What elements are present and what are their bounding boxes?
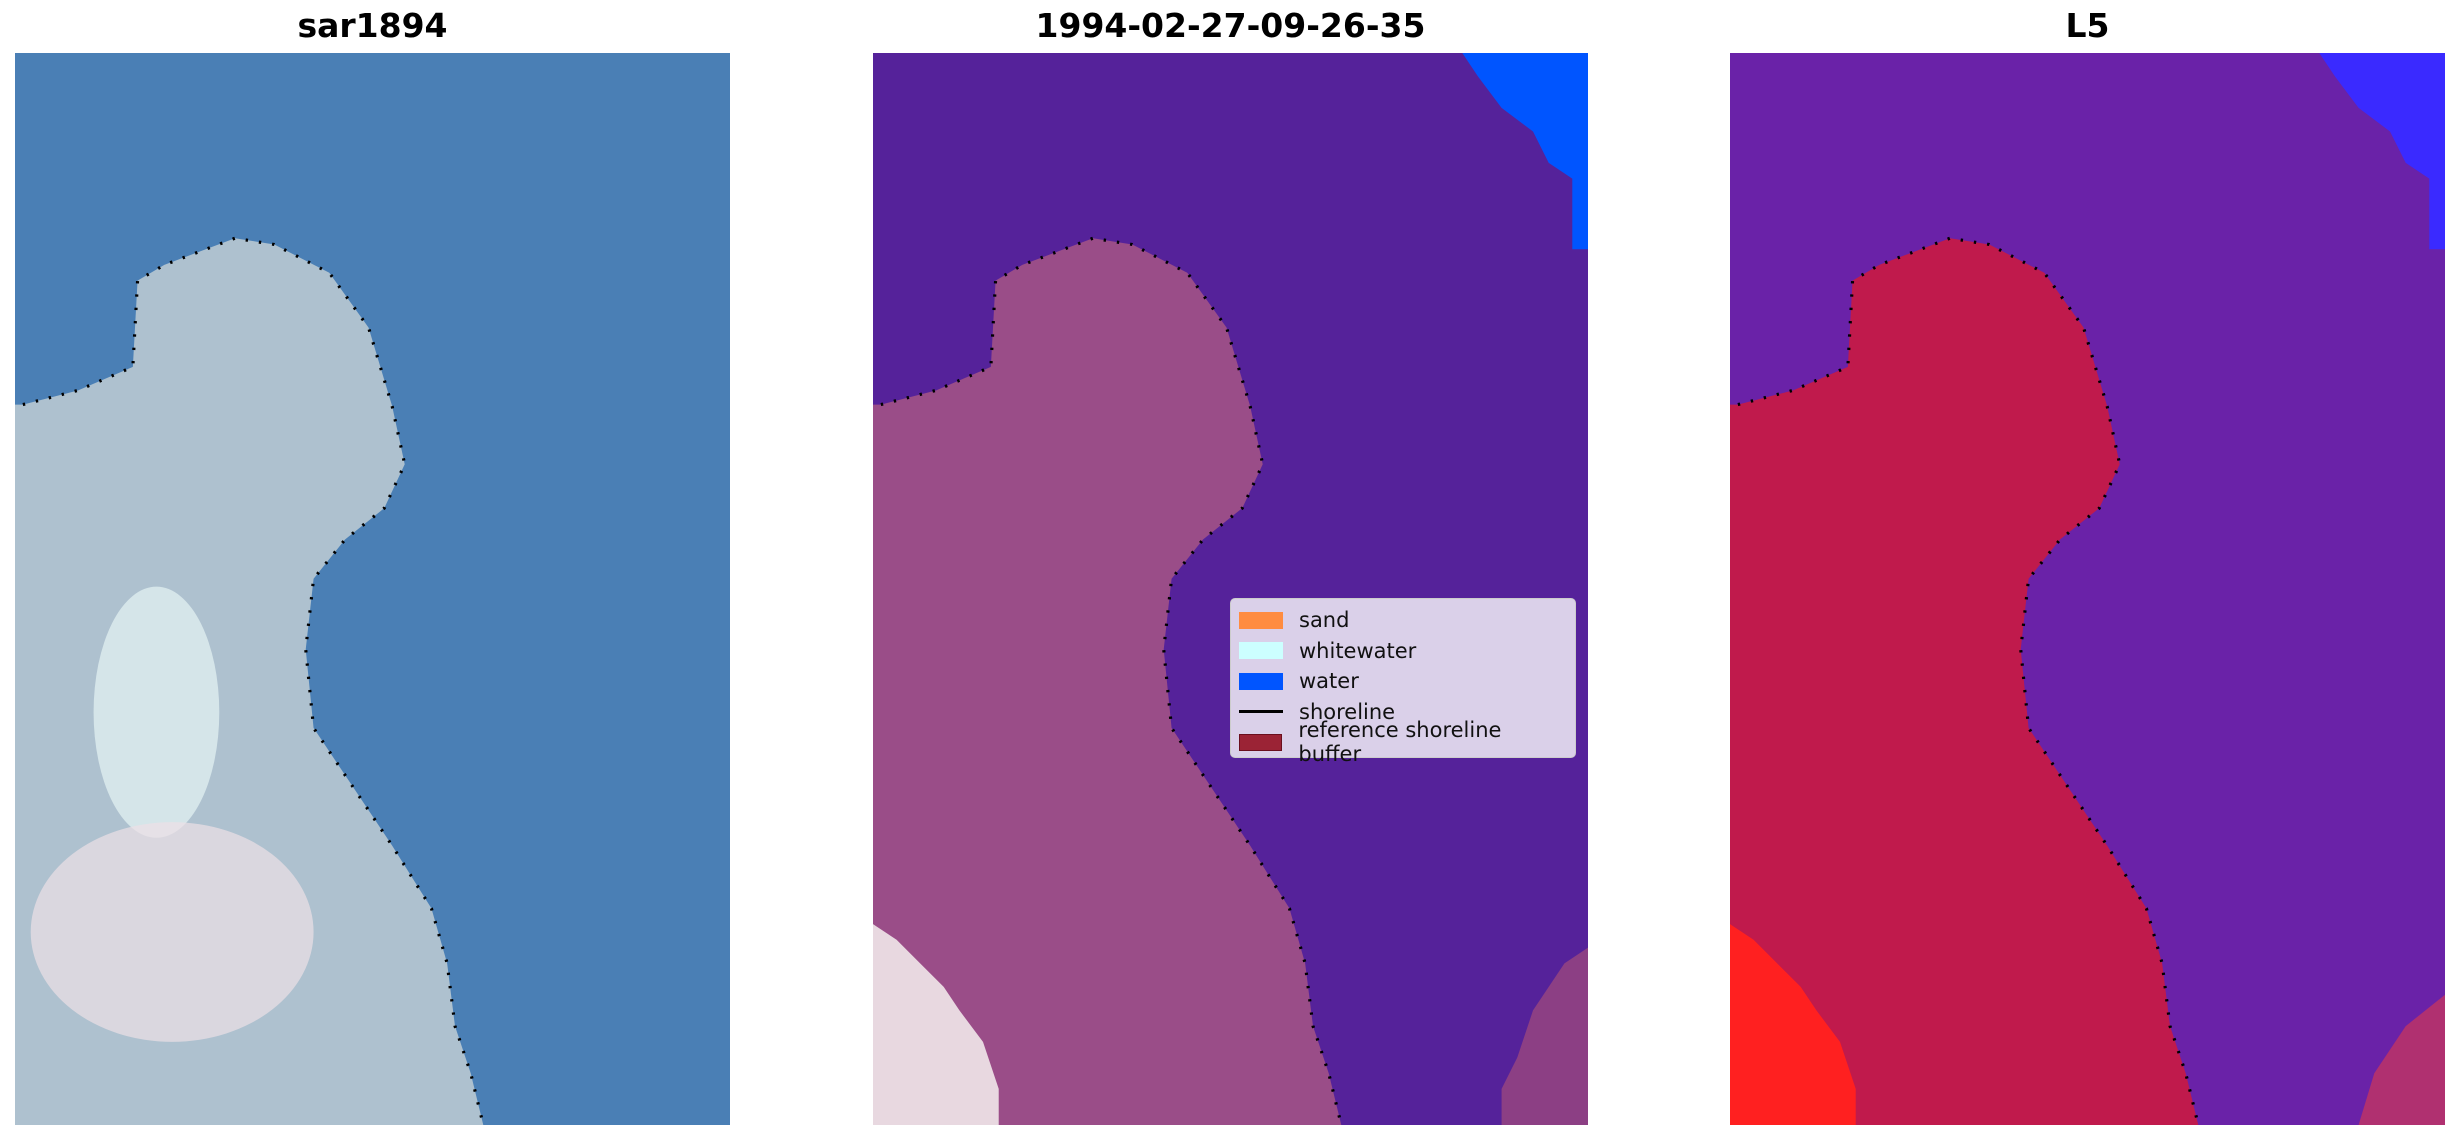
legend-label: reference shoreline buffer [1298,718,1502,767]
shoreline-path [1737,236,2200,1125]
legend-label: water [1299,669,1359,694]
shoreline-line-swatch [1239,710,1283,714]
whitewater-swatch [1239,642,1283,660]
shoreline-path [880,236,1343,1125]
sand-swatch [1239,611,1283,629]
buffer-swatch [1239,733,1283,751]
land-region [873,238,1342,1125]
water-swatch [1239,672,1283,690]
panel-title-2: 1994-02-27-09-26-35 [1035,6,1426,45]
sar-image-panel [15,53,730,1125]
legend-label: shoreline [1299,699,1396,724]
classified-image-panel [873,53,1588,1125]
legend-label: sand [1299,608,1350,633]
legend-item-water: water [1239,666,1567,697]
legend-item-whitewater: whitewater [1239,636,1567,667]
shoreline-path [22,236,485,1125]
legend-label: whitewater [1299,638,1417,663]
panel-title-1: sar1894 [297,6,448,45]
panel-title-3: L5 [2065,6,2110,45]
legend-item-reference-buffer: reference shoreline buffer [1239,718,1567,766]
legend: sand whitewater water shoreline referenc… [1230,598,1576,766]
l5-image-panel [1730,53,2445,1125]
legend-item-sand: sand [1239,605,1567,636]
legend-item-shoreline: shoreline [1239,697,1567,728]
land-region [1730,238,2199,1125]
